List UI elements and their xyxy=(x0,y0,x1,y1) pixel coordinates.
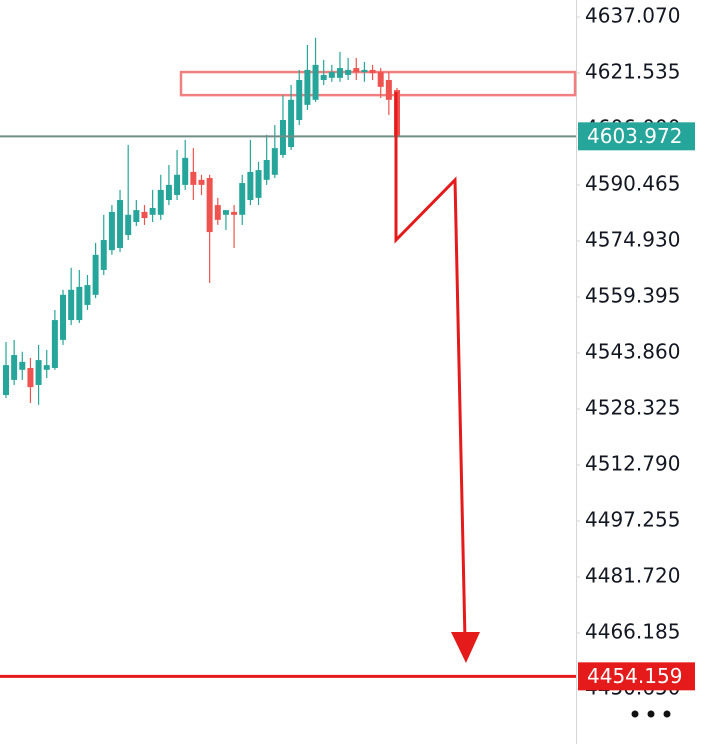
price-label: 4603.972 xyxy=(587,124,682,148)
candle-body xyxy=(271,148,278,175)
price-line-layer: 4603.972 4454.159 xyxy=(0,122,695,691)
price-label-box xyxy=(578,122,695,151)
candle-body xyxy=(19,361,26,370)
candle-body xyxy=(100,240,107,270)
price-label: 4454.159 xyxy=(587,664,682,688)
candle-body xyxy=(247,171,254,201)
candle-body xyxy=(231,211,238,215)
candle-body xyxy=(76,286,83,321)
candle-body xyxy=(312,64,319,100)
y-tick-label: 4574.930 xyxy=(585,228,680,252)
candle-body xyxy=(377,72,384,87)
y-tick-label: 4590.465 xyxy=(585,172,680,196)
candle-body xyxy=(92,254,99,295)
candle-body xyxy=(385,79,392,100)
y-tick-label: 4528.325 xyxy=(585,396,680,420)
candle-body xyxy=(125,214,132,235)
candle-body xyxy=(206,178,213,233)
candle-body xyxy=(51,320,58,368)
y-tick-label: 4481.720 xyxy=(585,563,680,587)
candle-body xyxy=(68,289,75,321)
candle-body xyxy=(174,174,181,195)
candle-body xyxy=(328,72,335,78)
candle-body xyxy=(263,160,270,180)
candle-body xyxy=(190,171,197,185)
candle-body xyxy=(361,69,368,73)
dot[interactable] xyxy=(631,710,639,718)
candle-body xyxy=(336,68,343,78)
candle-body xyxy=(3,365,9,396)
y-tick-label: 4497.255 xyxy=(585,507,680,531)
y-tick-label: 4637.070 xyxy=(585,4,680,28)
arrow-head xyxy=(451,632,480,663)
candle-body xyxy=(288,99,295,148)
y-tick-label: 4466.185 xyxy=(585,619,680,643)
candle-body xyxy=(296,79,303,120)
candle-body xyxy=(27,367,34,388)
candle-body xyxy=(43,365,50,370)
candle-body xyxy=(60,294,67,340)
candle-body xyxy=(239,183,246,215)
candle-body xyxy=(141,211,148,219)
candle-body xyxy=(165,184,172,201)
candle-body xyxy=(117,200,124,248)
candle-body xyxy=(279,119,286,155)
candle-body xyxy=(84,285,91,305)
dot[interactable] xyxy=(663,710,671,718)
candle-body xyxy=(222,210,229,215)
candle-body xyxy=(149,207,156,215)
y-tick-label: 4559.395 xyxy=(585,284,680,308)
candle-body xyxy=(304,69,311,105)
candle-body xyxy=(35,360,42,385)
candle-body xyxy=(353,68,360,73)
projection-path xyxy=(394,92,467,641)
candle-body xyxy=(11,355,18,380)
y-tick-label: 4543.860 xyxy=(585,340,680,364)
candle-body xyxy=(369,69,376,74)
candle-body xyxy=(198,179,205,185)
candle-body xyxy=(214,205,221,220)
y-tick-label: 4621.535 xyxy=(585,60,680,84)
candle-body xyxy=(320,74,327,80)
candle-body xyxy=(255,170,262,198)
menu-dots[interactable] xyxy=(631,710,671,718)
y-tick-label: 4512.790 xyxy=(585,452,680,476)
projection-arrow xyxy=(394,92,480,663)
candle-body xyxy=(108,211,115,251)
candle-body xyxy=(182,157,189,185)
candle-body xyxy=(157,189,164,215)
dot[interactable] xyxy=(647,710,655,718)
price-label-box xyxy=(578,662,695,691)
candle-body xyxy=(133,210,140,223)
candle-body xyxy=(345,69,352,75)
